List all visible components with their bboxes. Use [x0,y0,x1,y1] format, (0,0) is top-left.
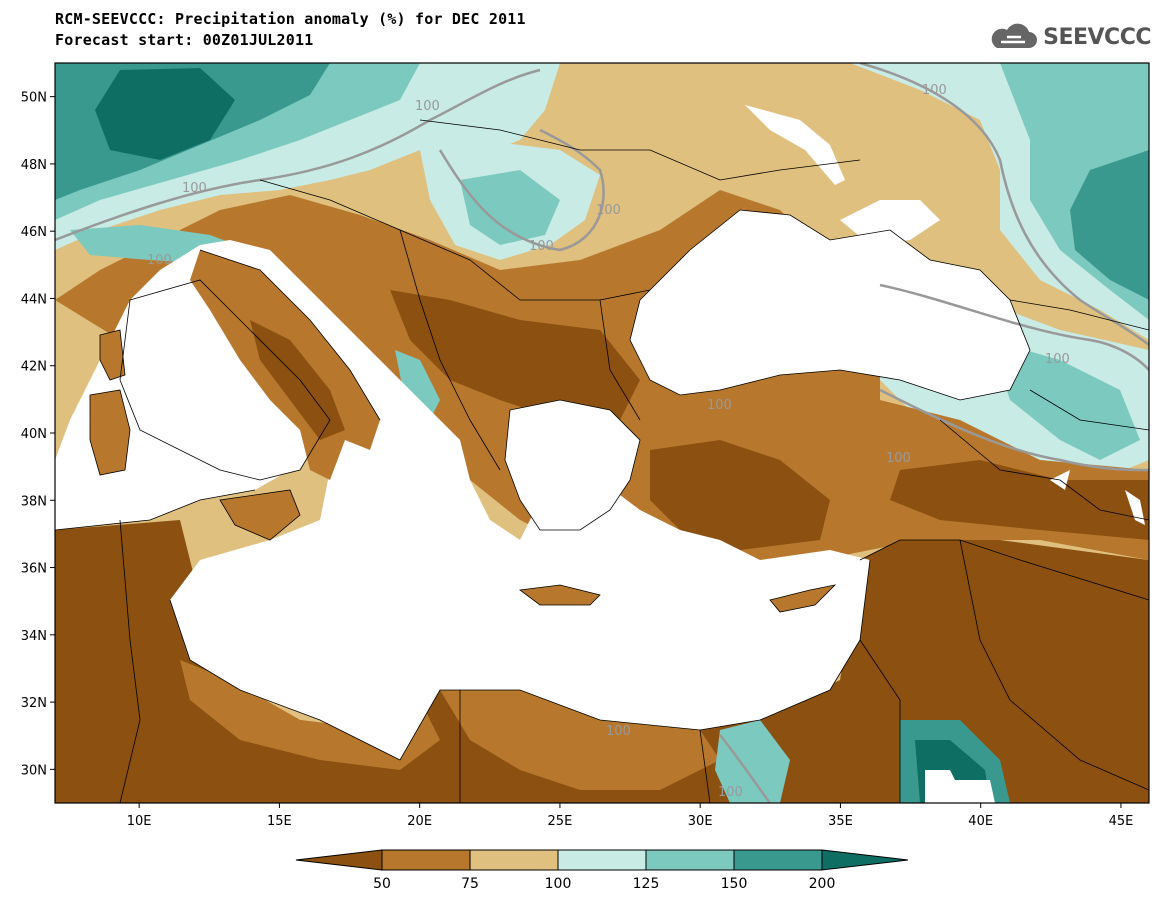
lat-tick-label: 46N [21,225,47,240]
contour-labels: 100 100 100 100 100 100 100 100 100 100 … [147,83,1070,800]
sea-black [630,210,1030,400]
contour-label: 100 [596,203,621,218]
legend-label: 75 [461,876,479,892]
longitude-axis: 10E 15E 20E 25E 30E 35E 40E 45E [127,803,1134,829]
anomaly-field [55,63,1149,803]
contour-label: 100 [886,451,911,466]
legend-label: 50 [373,876,391,892]
legend-label: 200 [809,876,836,892]
lon-tick-label: 20E [407,814,432,829]
lon-tick-label: 25E [548,814,573,829]
lat-tick-label: 32N [21,696,47,711]
nodata-patch-4 [1125,490,1145,525]
legend-swatch [733,849,823,871]
contour-label: 100 [147,253,172,268]
island-sardinia [90,390,130,475]
contour-label: 100 [182,181,207,196]
island-sicily [220,490,300,540]
legend-label: 100 [545,876,572,892]
legend-swatch [645,849,735,871]
island-cyprus [770,585,835,612]
coastlines-borders [55,119,1149,803]
latitude-axis: 30N 32N 34N 36N 38N 40N 42N 44N 46N 48N 50N [21,91,55,778]
logo-text: SEEVCCC [1043,24,1151,50]
island-corsica [100,330,125,380]
field-verydry-anatolia [650,440,830,550]
lat-tick-label: 42N [21,360,47,375]
nodata-patch-2 [925,770,995,803]
legend-swatch-high [821,849,909,871]
lon-tick-label: 30E [688,814,713,829]
field-dry-egypt [440,690,720,790]
lon-tick-label: 40E [968,814,993,829]
field-verydry-anatolia-e [890,460,1149,540]
lon-tick-label: 15E [267,814,292,829]
legend-swatch [557,849,647,871]
lat-tick-label: 38N [21,494,47,509]
lon-tick-label: 35E [828,814,853,829]
italy-peninsula-core [250,320,345,440]
sea-azov [840,200,940,245]
contour-label: 100 [922,83,947,98]
lon-tick-label: 45E [1109,814,1134,829]
legend-swatch [381,849,471,871]
legend-label: 150 [721,876,748,892]
forecast-start: Forecast start: 00Z01JUL2011 [55,31,314,49]
cloud-icon [991,23,1038,48]
lat-tick-label: 30N [21,763,47,778]
field-wet2-caucasus [990,340,1140,460]
contour-label: 100 [415,99,440,114]
field-verywet-core [95,68,235,160]
lat-tick-label: 36N [21,562,47,577]
contour-100 [55,63,1149,803]
legend-swatch [469,849,559,871]
contour-label: 100 [718,785,743,800]
field-wet-sinai [715,720,790,803]
contour-label: 100 [707,398,732,413]
field-verydry-balkans [390,290,640,420]
field-wet2-hungary [460,170,560,245]
legend-label: 125 [633,876,660,892]
contour-label: 100 [1045,352,1070,367]
legend-colorbar: 50 75 100 125 150 200 [295,849,909,892]
lat-tick-label: 44N [21,292,47,307]
lat-tick-label: 48N [21,158,47,173]
contour-label: 100 [529,239,554,254]
field-verywet-ne [1070,150,1149,300]
legend-swatch-low [295,849,383,871]
lat-tick-label: 50N [21,91,47,106]
lat-tick-label: 40N [21,427,47,442]
lon-tick-label: 10E [127,814,152,829]
sea-aegean [505,400,640,530]
field-wet-adriatic [395,350,440,420]
sea-tyrrhenian [120,280,330,480]
lat-tick-label: 34N [21,629,47,644]
contour-label: 100 [606,724,631,739]
seevccc-logo: SEEVCCC [987,22,1151,52]
map-title: RCM-SEEVCCC: Precipitation anomaly (%) f… [55,10,526,28]
